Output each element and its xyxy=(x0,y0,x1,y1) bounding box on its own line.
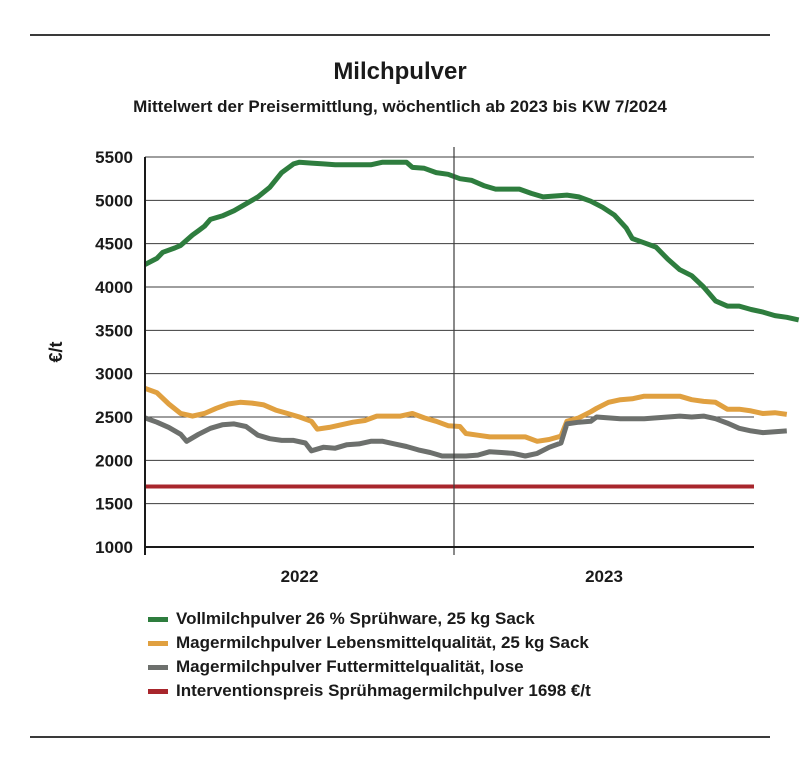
series-line-2 xyxy=(144,386,788,444)
y-tick-label: 3000 xyxy=(95,365,133,384)
series-line-3 xyxy=(144,413,787,459)
y-tick-label: 3500 xyxy=(95,321,133,340)
y-tick-label: 1500 xyxy=(95,495,133,514)
series-line-1 xyxy=(143,159,800,323)
y-tick-label: 4000 xyxy=(95,278,133,297)
y-tick-label: 5000 xyxy=(95,191,133,210)
y-tick-label: 2000 xyxy=(95,451,133,470)
x-tick-label: 2022 xyxy=(281,567,319,586)
legend: Vollmilchpulver 26 % Sprühware, 25 kg Sa… xyxy=(148,607,591,703)
legend-item-magermilch-futtermittel: Magermilchpulver Futtermittelqualität, l… xyxy=(148,655,591,679)
legend-item-magermilch-lebensmittel: Magermilchpulver Lebensmittelqualität, 2… xyxy=(148,631,591,655)
grid-lines xyxy=(145,156,754,505)
y-tick-label: 2500 xyxy=(95,408,133,427)
axes xyxy=(144,147,754,555)
y-tick-label: 5500 xyxy=(95,148,133,167)
y-axis-title: €/t xyxy=(46,341,66,362)
legend-label: Interventionspreis Sprühmagermilchpulver… xyxy=(176,681,591,700)
legend-label: Magermilchpulver Lebensmittelqualität, 2… xyxy=(176,633,589,652)
chart-subtitle: Mittelwert der Preisermittlung, wöchentl… xyxy=(133,97,667,116)
x-tick-label: 2023 xyxy=(585,567,623,586)
legend-swatch-gray xyxy=(148,664,168,670)
legend-item-vollmilchpulver: Vollmilchpulver 26 % Sprühware, 25 kg Sa… xyxy=(148,607,591,631)
legend-swatch-orange xyxy=(148,640,168,646)
y-tick-label: 4500 xyxy=(95,235,133,254)
legend-item-interventionspreis: Interventionspreis Sprühmagermilchpulver… xyxy=(148,679,591,703)
legend-swatch-green xyxy=(148,616,168,622)
chart-title: Milchpulver xyxy=(333,58,467,85)
legend-label: Magermilchpulver Futtermittelqualität, l… xyxy=(176,657,524,676)
bottom-rule xyxy=(30,736,770,738)
y-tick-label: 1000 xyxy=(95,538,133,557)
series-lines xyxy=(143,159,800,489)
legend-label: Vollmilchpulver 26 % Sprühware, 25 kg Sa… xyxy=(176,609,535,628)
tick-labels: 5500 5000 4500 4000 3500 3000 2500 2000 1500 1000… xyxy=(46,148,623,586)
legend-swatch-red xyxy=(148,688,168,694)
top-rule xyxy=(30,34,770,36)
